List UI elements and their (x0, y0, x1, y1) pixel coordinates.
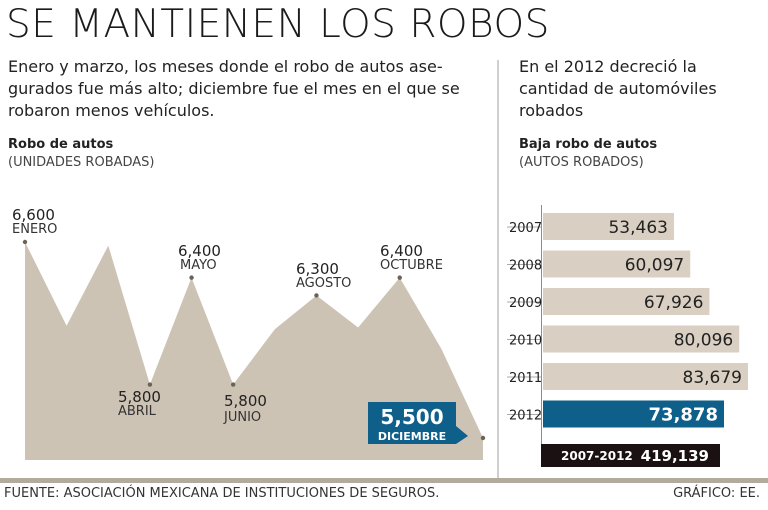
year-label: 2012 (509, 409, 542, 424)
total-value: 419,139 (641, 447, 709, 465)
data-point (314, 293, 319, 298)
column-divider (497, 60, 499, 478)
annual-thefts-bar-chart: 2007 53,463 2008 60,097 2009 67,926 2010 80,096… (507, 205, 748, 467)
left-description: Enero y marzo, los meses donde el robo d… (8, 56, 488, 122)
month-label: ABRIL (118, 404, 157, 419)
year-label: 2008 (509, 259, 542, 274)
value-label: 5,800 (118, 388, 161, 406)
right-chart-title: Baja robo de autos (519, 137, 658, 152)
year-label: 2009 (509, 296, 542, 311)
bar (543, 325, 740, 353)
callout-month: DICIEMBRE (378, 430, 446, 443)
year-label: 2011 (509, 371, 542, 386)
bar (543, 213, 674, 240)
callout-box (368, 402, 468, 444)
value-label: 6,300 (296, 260, 339, 278)
value-label: 6,400 (380, 242, 423, 260)
bar-value-label: 53,463 (608, 218, 667, 238)
month-label: AGOSTO (296, 276, 351, 291)
bar-value-label: 73,878 (649, 405, 718, 426)
page-title: SE MANTIENEN LOS ROBOS (6, 2, 550, 47)
year-label: 2007 (509, 221, 542, 236)
data-point (397, 275, 402, 280)
source-note: FUENTE: ASOCIACIÓN MEXICANA DE INSTITUCI… (4, 486, 440, 501)
right-chart-unit: (AUTOS ROBADOS) (519, 155, 644, 170)
data-point (22, 239, 28, 245)
bar-value-label: 60,097 (625, 256, 684, 276)
left-chart-title: Robo de autos (8, 137, 114, 152)
graphic-credit: GRÁFICO: EE. (673, 486, 760, 501)
right-description-line: robados (519, 101, 584, 120)
month-label: JUNIO (223, 410, 261, 425)
total-label: 2007-2012 (561, 449, 633, 463)
left-description-line: Enero y marzo, los meses donde el robo d… (8, 57, 443, 76)
year-label: 2010 (509, 334, 542, 349)
bar (543, 250, 691, 278)
month-label: OCTUBRE (380, 258, 443, 273)
value-label: 6,400 (178, 242, 221, 260)
monthly-thefts-area-chart: 6,600ENERO5,800ABRIL6,400MAYO5,800JUNIO6… (12, 206, 486, 460)
data-point (480, 435, 486, 441)
left-description-line: robaron menos vehículos. (8, 101, 215, 120)
bar-value-label: 80,096 (674, 331, 733, 351)
value-label: 5,800 (224, 392, 267, 410)
left-description-line: gurados fue más alto; diciembre fue el m… (8, 79, 460, 98)
data-point (230, 382, 236, 387)
right-description-line: cantidad de automóviles (519, 79, 717, 98)
total-bar (541, 444, 720, 467)
bar-value-label: 67,926 (644, 293, 703, 313)
bar-value-label: 83,679 (683, 368, 742, 388)
bar (543, 363, 748, 390)
callout-value: 5,500 (380, 405, 443, 429)
data-point (147, 382, 153, 387)
bar (543, 288, 710, 315)
left-chart-unit: (UNIDADES ROBADAS) (8, 155, 155, 170)
footer-rule (0, 478, 768, 483)
right-description: En el 2012 decreció la cantidad de autom… (519, 56, 759, 122)
right-description-line: En el 2012 decreció la (519, 57, 697, 76)
value-label: 6,600 (12, 206, 55, 224)
month-label: MAYO (180, 258, 217, 273)
bar-highlight (543, 400, 724, 428)
data-point (189, 275, 194, 280)
month-label: ENERO (12, 222, 57, 237)
